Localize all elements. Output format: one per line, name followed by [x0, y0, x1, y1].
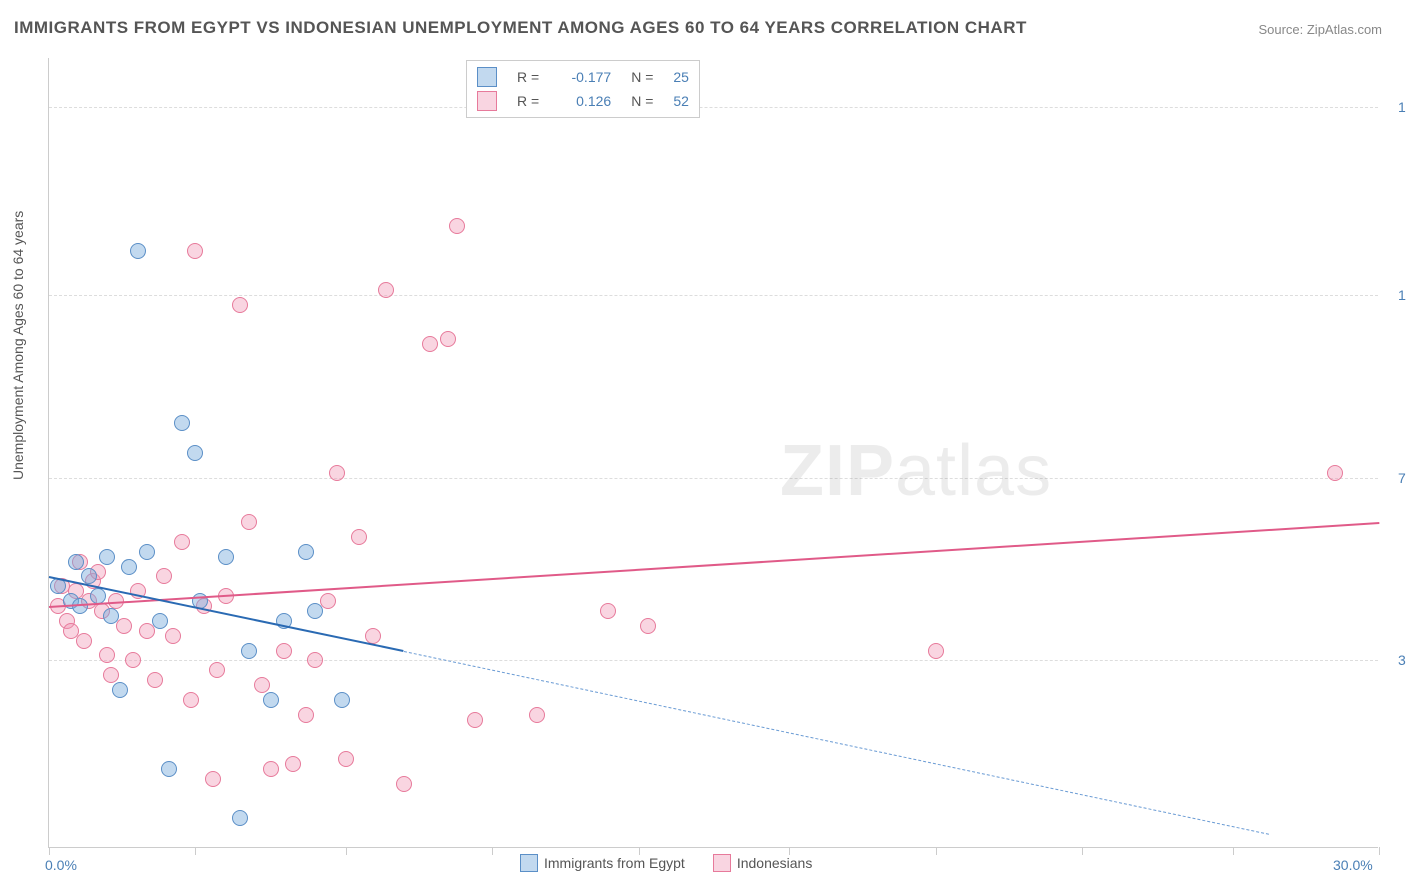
point-indonesians [165, 628, 181, 644]
legend-swatch [713, 854, 731, 872]
point-indonesians [254, 677, 270, 693]
point-indonesians [329, 465, 345, 481]
point-indonesians [365, 628, 381, 644]
point-egypt [103, 608, 119, 624]
point-egypt [174, 415, 190, 431]
point-indonesians [276, 643, 292, 659]
point-indonesians [125, 652, 141, 668]
point-indonesians [338, 751, 354, 767]
gridline [49, 660, 1378, 661]
point-indonesians [640, 618, 656, 634]
gridline [49, 478, 1378, 479]
x-tick [1082, 847, 1083, 855]
point-indonesians [116, 618, 132, 634]
stats-legend-row: R =-0.177N =25 [467, 65, 699, 89]
point-indonesians [285, 756, 301, 772]
point-indonesians [147, 672, 163, 688]
legend-label: Indonesians [737, 855, 813, 871]
point-egypt [187, 445, 203, 461]
trendline-indonesians [49, 522, 1379, 608]
point-egypt [334, 692, 350, 708]
legend-label: Immigrants from Egypt [544, 855, 685, 871]
point-egypt [121, 559, 137, 575]
gridline [49, 295, 1378, 296]
point-egypt [81, 568, 97, 584]
point-egypt [152, 613, 168, 629]
point-indonesians [449, 218, 465, 234]
legend-swatch [477, 67, 497, 87]
series-legend: Immigrants from Egypt Indonesians [520, 854, 840, 872]
point-indonesians [232, 297, 248, 313]
point-indonesians [205, 771, 221, 787]
point-egypt [241, 643, 257, 659]
trendline-egypt-extrapolated [404, 651, 1269, 835]
point-egypt [130, 243, 146, 259]
y-axis-label: Unemployment Among Ages 60 to 64 years [10, 211, 26, 480]
y-tick-label: 7.5% [1386, 470, 1406, 486]
point-indonesians [183, 692, 199, 708]
point-indonesians [187, 243, 203, 259]
stats-legend-row: R =0.126N =52 [467, 89, 699, 113]
point-egypt [307, 603, 323, 619]
x-tick [346, 847, 347, 855]
legend-swatch [477, 91, 497, 111]
point-egypt [232, 810, 248, 826]
point-indonesians [241, 514, 257, 530]
point-indonesians [263, 761, 279, 777]
x-tick [936, 847, 937, 855]
x-tick [49, 847, 50, 855]
point-indonesians [440, 331, 456, 347]
chart-title: IMMIGRANTS FROM EGYPT VS INDONESIAN UNEM… [14, 18, 1027, 38]
point-egypt [99, 549, 115, 565]
point-indonesians [156, 568, 172, 584]
point-indonesians [351, 529, 367, 545]
point-egypt [68, 554, 84, 570]
point-indonesians [396, 776, 412, 792]
point-egypt [112, 682, 128, 698]
point-egypt [139, 544, 155, 560]
point-indonesians [76, 633, 92, 649]
point-indonesians [928, 643, 944, 659]
y-tick-label: 3.8% [1386, 652, 1406, 668]
y-tick-label: 15.0% [1386, 99, 1406, 115]
point-indonesians [467, 712, 483, 728]
point-egypt [218, 549, 234, 565]
point-indonesians [174, 534, 190, 550]
x-tick [1379, 847, 1380, 855]
point-indonesians [99, 647, 115, 663]
y-tick-label: 11.2% [1386, 287, 1406, 303]
point-indonesians [422, 336, 438, 352]
gridline [49, 107, 1378, 108]
x-tick [1233, 847, 1234, 855]
point-egypt [161, 761, 177, 777]
point-indonesians [307, 652, 323, 668]
point-egypt [263, 692, 279, 708]
stats-legend: R =-0.177N =25R =0.126N =52 [466, 60, 700, 118]
point-indonesians [320, 593, 336, 609]
point-egypt [298, 544, 314, 560]
point-indonesians [529, 707, 545, 723]
source-attribution: Source: ZipAtlas.com [1258, 22, 1382, 37]
point-indonesians [103, 667, 119, 683]
x-tick [492, 847, 493, 855]
point-indonesians [209, 662, 225, 678]
plot-wrap: 3.8%7.5%11.2%15.0%0.0%30.0% [48, 58, 1378, 848]
point-indonesians [600, 603, 616, 619]
point-indonesians [1327, 465, 1343, 481]
x-tick-label: 30.0% [1333, 857, 1373, 873]
point-indonesians [298, 707, 314, 723]
point-indonesians [378, 282, 394, 298]
x-tick [195, 847, 196, 855]
plot-area: 3.8%7.5%11.2%15.0%0.0%30.0% [48, 58, 1378, 848]
x-tick-label: 0.0% [45, 857, 77, 873]
legend-swatch [520, 854, 538, 872]
